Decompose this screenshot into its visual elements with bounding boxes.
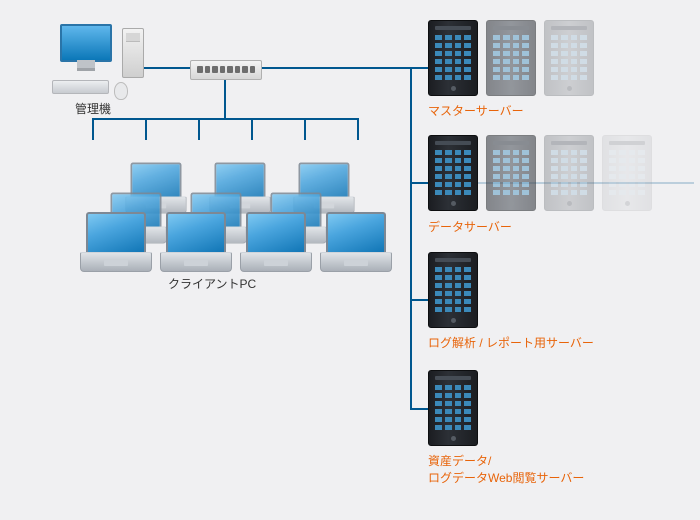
- server-data-ghost: [544, 135, 594, 211]
- line-client-drop: [198, 118, 200, 140]
- admin-label: 管理機: [75, 100, 111, 117]
- admin-tower-icon: [122, 28, 144, 78]
- server-data: [428, 135, 478, 211]
- laptop-icon: [160, 212, 232, 272]
- line-client-drop: [92, 118, 94, 140]
- line-client-drop: [304, 118, 306, 140]
- server-label-asset: 資産データ/ ログデータWeb閲覧サーバー: [428, 452, 584, 486]
- server-master: [428, 20, 478, 96]
- admin-keyboard-icon: [52, 80, 109, 94]
- server-data-ghost: [486, 135, 536, 211]
- server-label-master: マスターサーバー: [428, 102, 524, 119]
- laptop-icon: [320, 212, 392, 272]
- server-data-ghost: [602, 135, 652, 211]
- line-client-drop: [357, 118, 359, 140]
- server-master-ghost: [486, 20, 536, 96]
- line-switch-trunk: [262, 67, 412, 69]
- line-to-master: [410, 67, 428, 69]
- line-client-drop: [251, 118, 253, 140]
- laptop-icon: [80, 212, 152, 272]
- line-client-bus: [92, 118, 357, 120]
- admin-monitor-icon: [60, 24, 112, 62]
- network-switch-icon: [190, 60, 262, 80]
- line-client-drop: [145, 118, 147, 140]
- server-log: [428, 252, 478, 328]
- clients-label: クライアントPC: [168, 275, 256, 292]
- line-to-data: [410, 182, 428, 184]
- line-to-log: [410, 299, 428, 301]
- server-asset: [428, 370, 478, 446]
- line-switch-down: [224, 80, 226, 118]
- laptop-icon: [240, 212, 312, 272]
- line-trunk-vertical: [410, 67, 412, 410]
- admin-mouse-icon: [114, 82, 128, 100]
- server-master-ghost: [544, 20, 594, 96]
- line-to-asset: [410, 408, 428, 410]
- server-label-data: データサーバー: [428, 218, 512, 235]
- server-label-log: ログ解析 / レポート用サーバー: [428, 334, 594, 351]
